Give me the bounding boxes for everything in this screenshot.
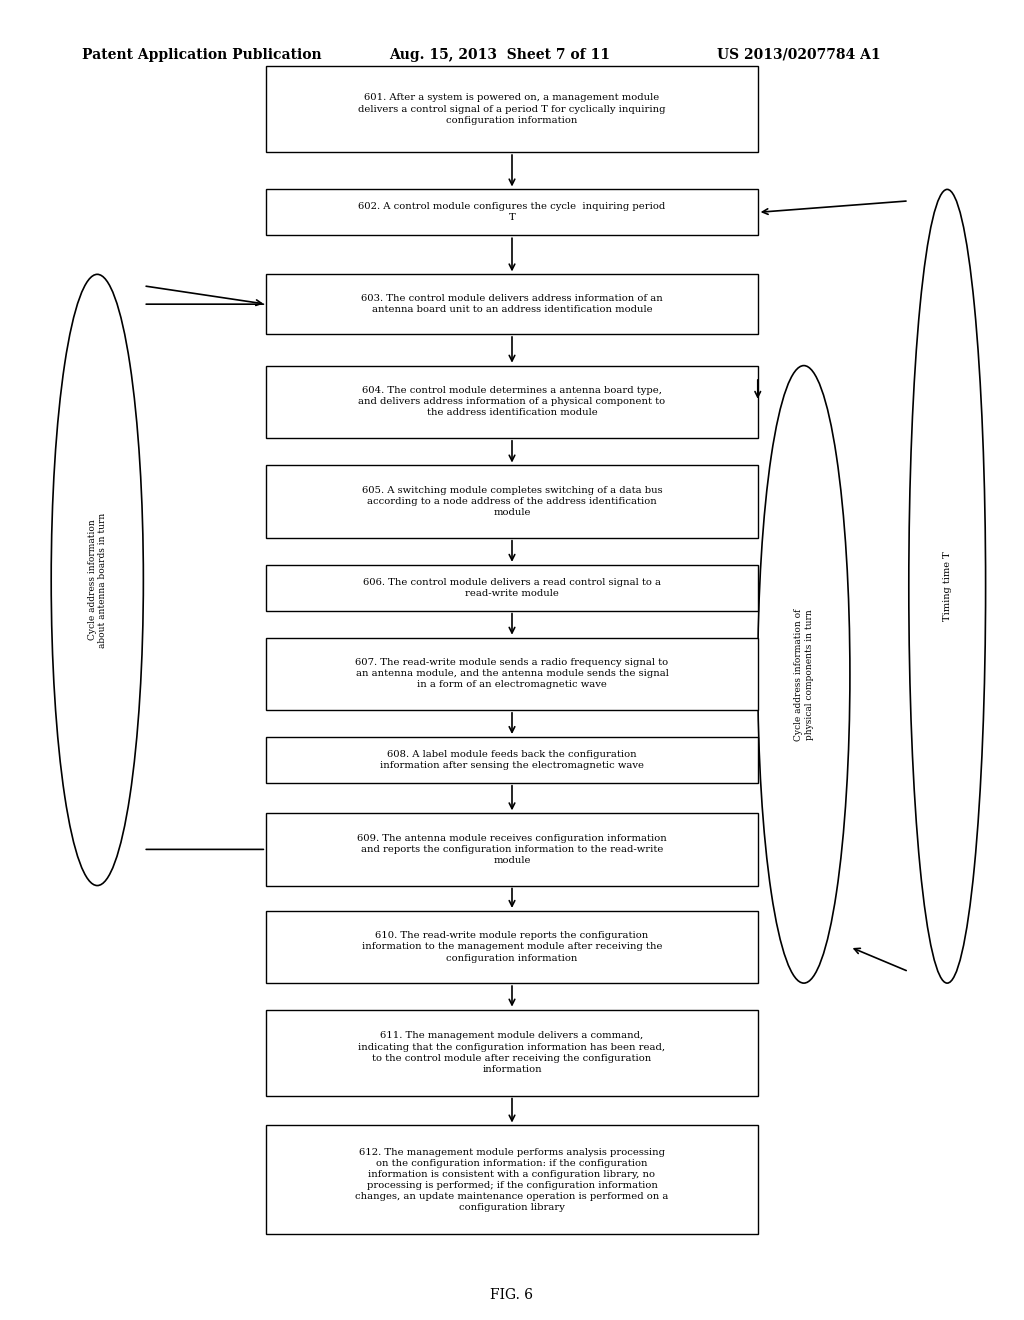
FancyBboxPatch shape <box>266 737 758 783</box>
FancyBboxPatch shape <box>266 638 758 710</box>
Text: US 2013/0207784 A1: US 2013/0207784 A1 <box>717 48 881 62</box>
Text: 607. The read-write module sends a radio frequency signal to
an antenna module, : 607. The read-write module sends a radio… <box>355 659 669 689</box>
Text: 608. A label module feeds back the configuration
information after sensing the e: 608. A label module feeds back the confi… <box>380 750 644 770</box>
Text: 605. A switching module completes switching of a data bus
according to a node ad: 605. A switching module completes switch… <box>361 486 663 517</box>
Text: Aug. 15, 2013  Sheet 7 of 11: Aug. 15, 2013 Sheet 7 of 11 <box>389 48 610 62</box>
FancyBboxPatch shape <box>266 366 758 438</box>
Ellipse shape <box>909 189 985 983</box>
Text: Patent Application Publication: Patent Application Publication <box>82 48 322 62</box>
Text: Timing time T: Timing time T <box>943 552 951 622</box>
Text: 610. The read-write module reports the configuration
information to the manageme: 610. The read-write module reports the c… <box>361 932 663 962</box>
Text: 612. The management module performs analysis processing
on the configuration inf: 612. The management module performs anal… <box>355 1147 669 1212</box>
Ellipse shape <box>758 366 850 983</box>
FancyBboxPatch shape <box>266 66 758 152</box>
Text: 601. After a system is powered on, a management module
delivers a control signal: 601. After a system is powered on, a man… <box>358 94 666 124</box>
Text: 606. The control module delivers a read control signal to a
read-write module: 606. The control module delivers a read … <box>362 578 662 598</box>
FancyBboxPatch shape <box>266 1126 758 1234</box>
Ellipse shape <box>51 275 143 886</box>
FancyBboxPatch shape <box>266 565 758 611</box>
FancyBboxPatch shape <box>266 189 758 235</box>
FancyBboxPatch shape <box>266 1010 758 1096</box>
FancyBboxPatch shape <box>266 911 758 983</box>
FancyBboxPatch shape <box>266 466 758 537</box>
Text: FIG. 6: FIG. 6 <box>490 1288 534 1302</box>
FancyBboxPatch shape <box>266 813 758 886</box>
Text: Cycle address information
about antenna boards in turn: Cycle address information about antenna … <box>88 512 106 648</box>
Text: 604. The control module determines a antenna board type,
and delivers address in: 604. The control module determines a ant… <box>358 387 666 417</box>
Text: Cycle address information of
physical components in turn: Cycle address information of physical co… <box>795 609 813 741</box>
Text: 602. A control module configures the cycle  inquiring period
T: 602. A control module configures the cyc… <box>358 202 666 222</box>
Text: 603. The control module delivers address information of an
antenna board unit to: 603. The control module delivers address… <box>361 294 663 314</box>
Text: 611. The management module delivers a command,
indicating that the configuration: 611. The management module delivers a co… <box>358 1031 666 1073</box>
FancyBboxPatch shape <box>266 275 758 334</box>
Text: 609. The antenna module receives configuration information
and reports the confi: 609. The antenna module receives configu… <box>357 834 667 865</box>
